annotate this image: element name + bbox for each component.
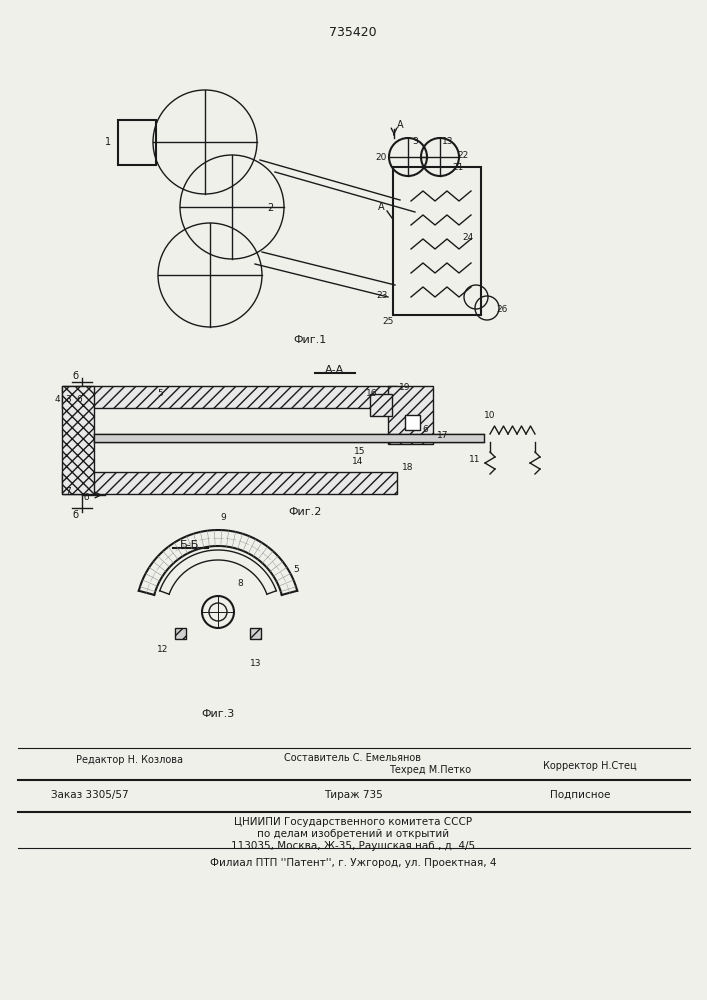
Text: по делам изобретений и открытий: по делам изобретений и открытий	[257, 829, 449, 839]
Text: Подписное: Подписное	[550, 790, 610, 800]
Text: 6: 6	[422, 426, 428, 434]
Text: 25: 25	[382, 318, 394, 326]
Text: 13: 13	[250, 660, 262, 668]
Text: 19: 19	[399, 382, 411, 391]
Text: 18: 18	[402, 462, 414, 472]
Text: 21: 21	[452, 162, 464, 172]
Text: 11: 11	[469, 456, 481, 464]
Text: 14: 14	[352, 458, 363, 466]
Bar	[405, 415, 420, 430]
Text: 1: 1	[105, 137, 111, 147]
Text: А: А	[378, 202, 385, 212]
Text: ЦНИИПИ Государственного комитета СССР: ЦНИИПИ Государственного комитета СССР	[234, 817, 472, 827]
Bar	[393, 167, 481, 315]
Text: 13: 13	[443, 136, 454, 145]
Text: 24: 24	[462, 233, 474, 242]
Text: Филиал ПТП ''Патент'', г. Ужгород, ул. Проектная, 4: Филиал ПТП ''Патент'', г. Ужгород, ул. П…	[210, 858, 496, 868]
Text: 7: 7	[65, 487, 71, 495]
Text: Редактор Н. Козлова: Редактор Н. Козлова	[76, 755, 184, 765]
Text: 3: 3	[412, 136, 418, 145]
Text: 15: 15	[354, 448, 366, 456]
Bar	[62, 386, 94, 494]
Text: б: б	[72, 371, 78, 381]
Text: б: б	[83, 493, 89, 502]
Text: 12: 12	[158, 646, 169, 654]
Text: 3: 3	[65, 395, 71, 404]
Text: 9: 9	[220, 512, 226, 522]
Text: 5: 5	[293, 566, 299, 574]
Text: 17: 17	[437, 432, 449, 440]
Bar	[388, 386, 433, 444]
Text: Фиг.1: Фиг.1	[293, 335, 327, 345]
Text: А-А: А-А	[325, 365, 344, 375]
Text: 16: 16	[366, 388, 378, 397]
Text: 10: 10	[484, 410, 496, 420]
Text: Составитель С. Емельянов: Составитель С. Емельянов	[284, 753, 421, 763]
Text: 23: 23	[376, 290, 387, 300]
Text: 20: 20	[375, 152, 387, 161]
Bar	[62, 472, 397, 494]
Text: А: А	[397, 120, 403, 130]
Bar	[94, 434, 484, 442]
Bar	[118, 120, 156, 165]
Text: 6: 6	[76, 395, 82, 404]
Bar	[175, 628, 186, 639]
Text: Тираж 735: Тираж 735	[324, 790, 382, 800]
Text: 26: 26	[496, 306, 508, 314]
Bar	[370, 394, 392, 416]
Text: 22: 22	[457, 150, 469, 159]
Text: 2: 2	[267, 203, 273, 213]
Text: Корректор Н.Стец: Корректор Н.Стец	[543, 761, 637, 771]
Text: 735420: 735420	[329, 25, 377, 38]
Text: б: б	[72, 510, 78, 520]
Text: 113035, Москва, Ж-35, Раушская наб., д. 4/5: 113035, Москва, Ж-35, Раушская наб., д. …	[231, 841, 475, 851]
Text: Фиг.2: Фиг.2	[288, 507, 322, 517]
Text: Фиг.3: Фиг.3	[201, 709, 235, 719]
Bar	[250, 628, 261, 639]
Bar	[62, 386, 397, 408]
Text: 4: 4	[54, 395, 60, 404]
Text: Б-Б: Б-Б	[180, 540, 199, 550]
Text: 5: 5	[157, 388, 163, 397]
Text: Техред М.Петко: Техред М.Петко	[389, 765, 471, 775]
Text: Заказ 3305/57: Заказ 3305/57	[51, 790, 129, 800]
Text: 8: 8	[237, 580, 243, 588]
